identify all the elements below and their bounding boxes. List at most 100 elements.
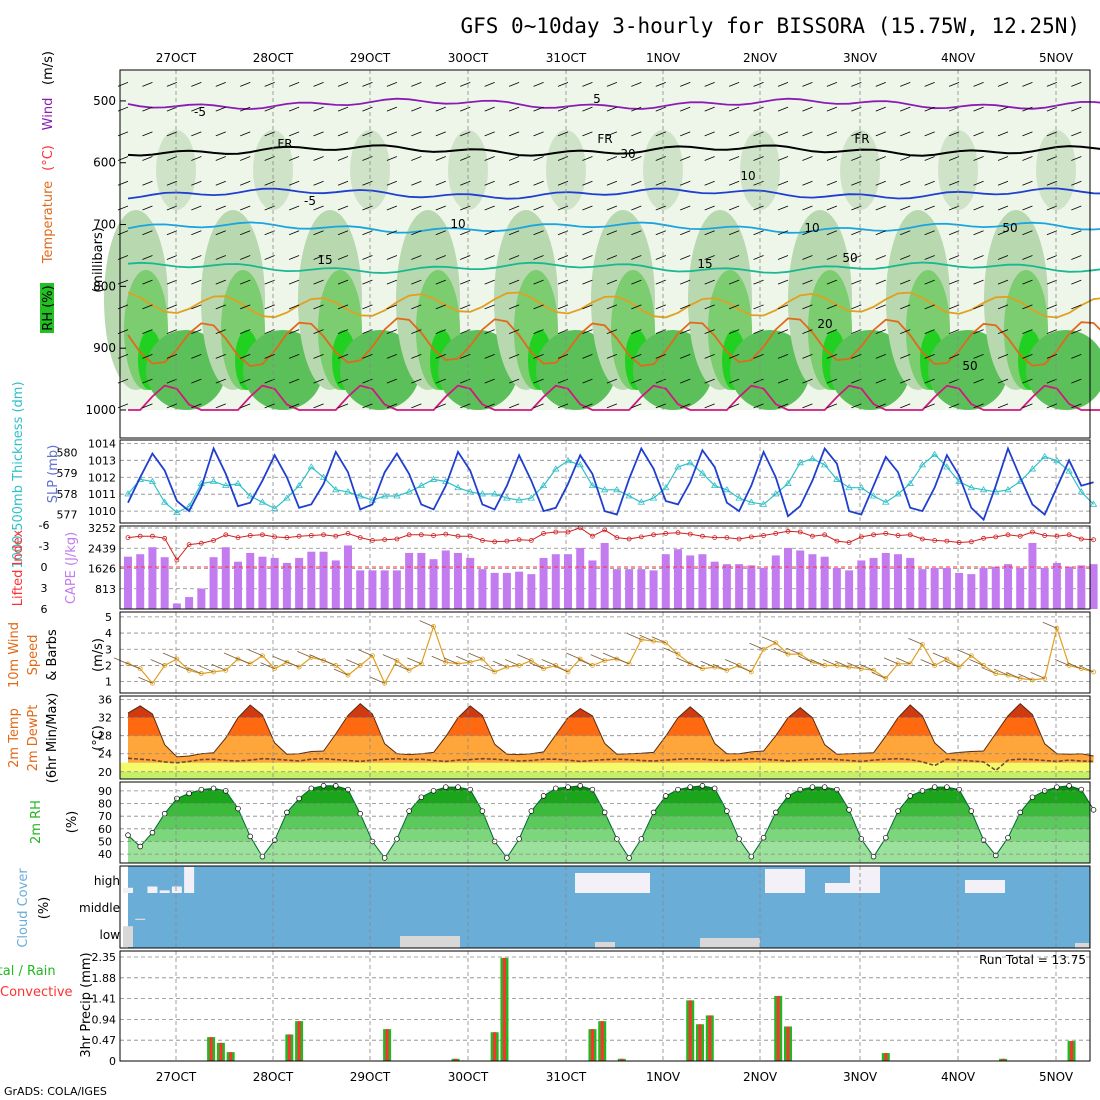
wind-barb: [631, 81, 642, 87]
wind-marker-58: [834, 663, 840, 668]
wind-barb: [508, 205, 520, 211]
rh-marker-17: [333, 783, 339, 789]
wind-barb: [728, 353, 740, 359]
wind-barb: [631, 403, 642, 409]
wind-marker-24: [418, 661, 424, 667]
wind-barb: [606, 378, 618, 384]
wind-barb: [215, 230, 226, 236]
wind-barb: [777, 230, 789, 236]
wind-barb: [215, 378, 226, 384]
wind-barb: [1071, 230, 1082, 236]
wind-barb: [753, 205, 764, 211]
wind-barb: [948, 131, 960, 137]
wind-barb: [191, 180, 202, 186]
wind-barb: [582, 106, 593, 112]
contour-line-1: [127, 144, 1100, 157]
li-marker-74: [1030, 529, 1035, 535]
cape-bar-38: [588, 560, 597, 609]
contour-label-3: FR: [854, 132, 869, 146]
wind-marker-60: [858, 666, 864, 672]
wind-barb: [777, 156, 789, 161]
wind-barb: [508, 156, 520, 161]
li-marker-14: [296, 533, 302, 539]
wind-barb: [411, 230, 422, 236]
wind-barb: [264, 131, 275, 137]
rh-marker-4: [174, 795, 180, 802]
surface-barb-41: [614, 657, 630, 665]
wind-barb: [948, 156, 960, 161]
wind-barb: [973, 180, 984, 186]
wind-barb: [166, 353, 178, 359]
wind-barb: [875, 81, 886, 87]
rh-marker-51: [748, 853, 755, 860]
surface-barb-70: [969, 659, 984, 666]
wind-barb: [680, 304, 691, 310]
rh-marker-38: [589, 786, 596, 793]
bottom-day-label-0: 27OCT: [156, 1070, 197, 1084]
contour-label-0: -5: [194, 105, 206, 119]
li-marker-28: [467, 533, 473, 539]
li-marker-66: [932, 538, 938, 543]
li-marker-17: [333, 533, 339, 539]
wind-barb: [900, 353, 911, 359]
wind-barb: [337, 180, 349, 186]
rh-marker-45: [675, 786, 681, 793]
upper-air-panel: -5 FR FR FR -5 10 10 15 15 20 5 10 30 50 50 50 500 600 700…: [40, 51, 1100, 439]
bottom-day-label-8: 4NOV: [941, 1070, 976, 1084]
panel-frame: [119, 695, 1091, 780]
wind-barb: [411, 353, 422, 359]
wind-barb: [240, 230, 251, 236]
rh-marker-40: [614, 836, 620, 842]
wind-barb: [460, 279, 471, 285]
wind-barb: [435, 81, 446, 87]
rh-low-level-area: [633, 330, 713, 410]
cape-bar-28: [466, 557, 475, 609]
cape-bar-13: [282, 562, 291, 609]
wind-barb: [166, 106, 178, 112]
surface-barb-74: [1018, 673, 1033, 681]
wind-marker-46: [687, 661, 693, 667]
wind-marker-7: [211, 669, 216, 675]
li-marker-41: [626, 536, 632, 542]
wind-barb: [777, 131, 789, 137]
wind-barb: [826, 156, 838, 161]
wind-barb: [1022, 106, 1033, 112]
wind-barb: [753, 304, 764, 310]
cape-bar-52: [759, 567, 768, 609]
wind-barb: [900, 255, 911, 260]
wind-barb: [973, 255, 984, 260]
cloud-block-9: [1075, 943, 1089, 948]
wind-barb: [484, 205, 495, 211]
thickness-marker-72: [1004, 486, 1012, 493]
surface-barb-2: [138, 676, 153, 684]
li-tick-3: 3: [41, 582, 48, 595]
wind-marker-43: [651, 638, 656, 644]
thickness-marker-42: [637, 498, 646, 505]
rh-marker-0: [125, 832, 131, 838]
wind-barb: [631, 378, 642, 384]
cape-lifted-index-panel: -6 -3 0 3 6 3252 2439 1626 813 Lifted Index CAPE (…: [11, 519, 1098, 616]
wind-barb: [166, 255, 178, 260]
thickness-marker-37: [576, 461, 584, 468]
cloud-block-5: [965, 880, 1005, 893]
rh-tick-4: 80: [98, 798, 112, 811]
cape-tick-0: 3252: [88, 522, 116, 535]
li-marker-52: [761, 533, 766, 538]
wind-barb: [655, 131, 666, 137]
wind-barb: [288, 403, 300, 409]
rh-tick-0: 40: [98, 848, 112, 861]
thickness-marker-75: [1040, 452, 1049, 459]
panel-frame: [119, 439, 1091, 524]
wind-barb: [606, 81, 618, 87]
wind-barb: [851, 180, 862, 186]
wind-barb: [191, 81, 202, 87]
wind-barb: [313, 279, 324, 285]
slp-tick-1: 1011: [88, 488, 116, 501]
rh-marker-5: [186, 790, 192, 797]
wind-marker-76: [1054, 625, 1060, 631]
cloud-low-bar-0: [123, 926, 133, 947]
thickness-marker-59: [845, 483, 853, 491]
contour-line-5: [127, 291, 1100, 319]
thickness-marker-35: [552, 465, 560, 472]
wind-barb: [484, 230, 495, 236]
